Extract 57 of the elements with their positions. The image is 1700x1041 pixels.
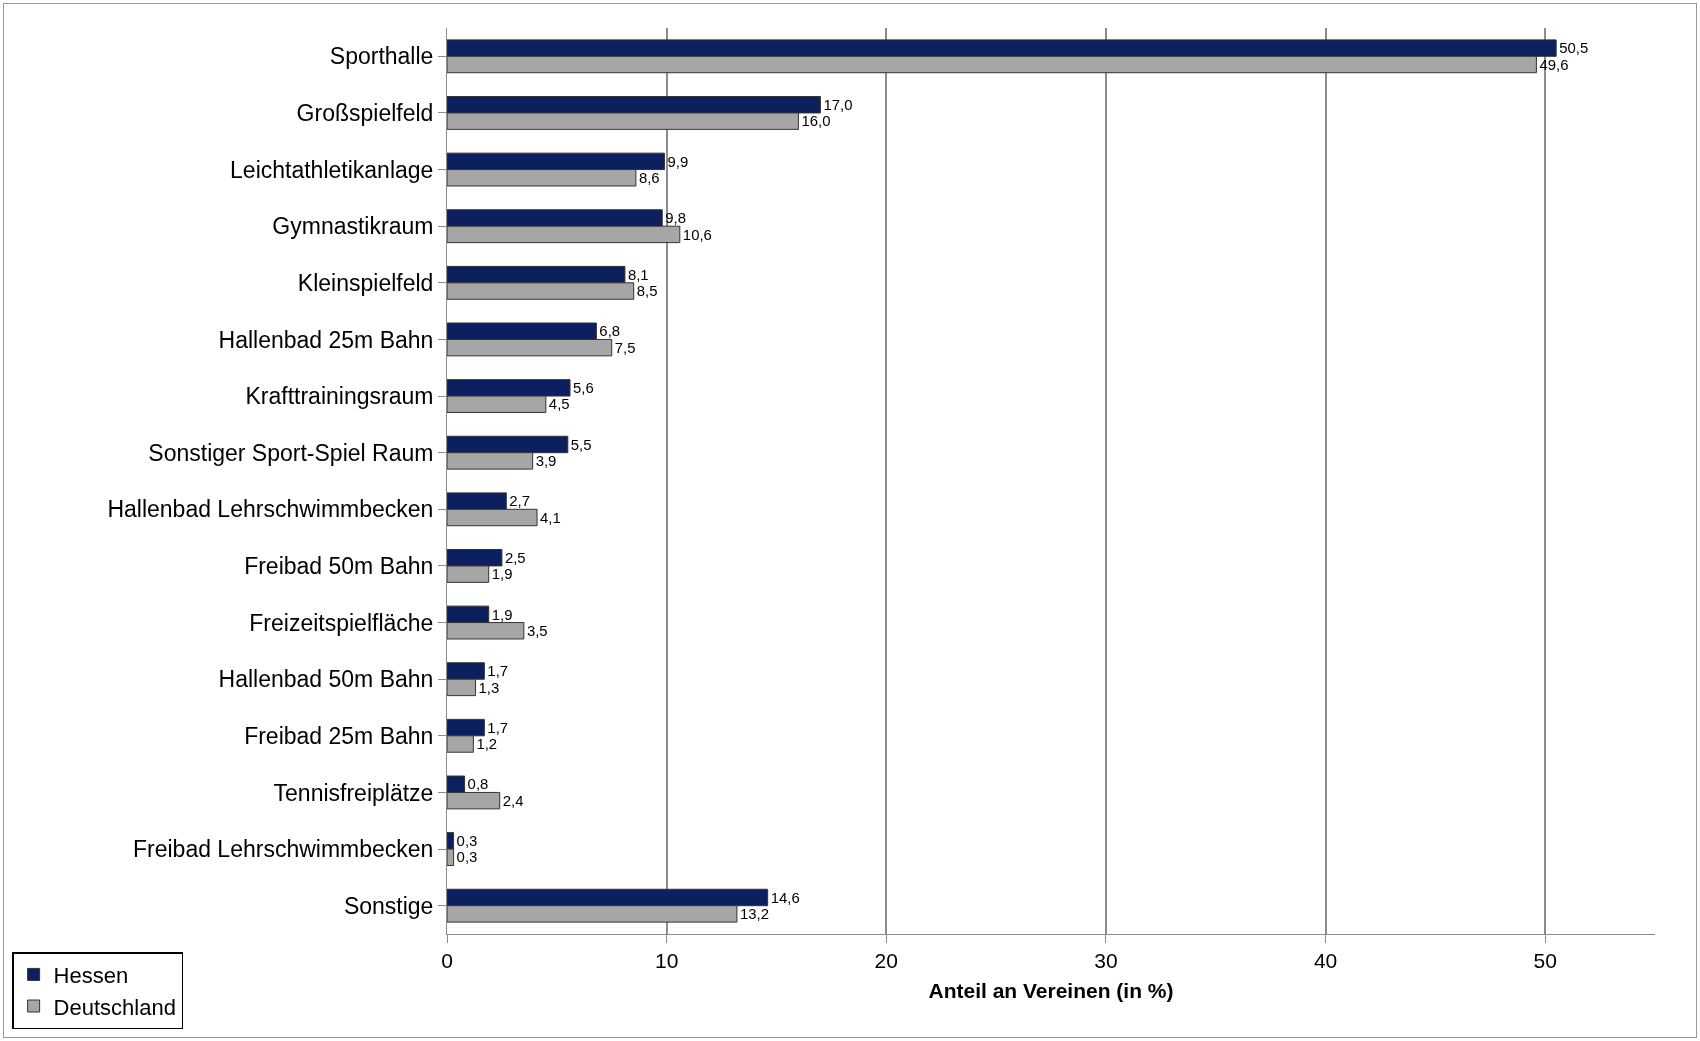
data-label: 1,3 <box>478 678 500 696</box>
data-label: 5,5 <box>570 435 592 453</box>
x-tick-label: 30 <box>1094 949 1118 973</box>
data-label: 9,8 <box>665 209 686 227</box>
y-tick-label: Hallenbad 50m Bahn <box>218 666 434 693</box>
y-tick-label: Freibad 50m Bahn <box>244 552 434 579</box>
y-tick-label: Sonstige <box>343 892 434 919</box>
y-tick-label: Sporthalle <box>329 43 434 70</box>
data-label: 2,5 <box>504 548 526 566</box>
y-tick-label: Sonstiger Sport-Spiel Raum <box>148 439 434 466</box>
data-label: 13,2 <box>739 905 769 923</box>
data-label: 0,8 <box>467 775 489 793</box>
data-label: 49,6 <box>1539 55 1569 73</box>
data-label: 4,1 <box>540 508 561 526</box>
y-tick-label: Freibad Lehrschwimmbecken <box>132 836 434 863</box>
legend-label: Hessen <box>53 963 129 988</box>
data-label: 1,7 <box>487 662 509 680</box>
data-label: 7,5 <box>614 338 636 356</box>
y-tick-label: Hallenbad 25m Bahn <box>218 326 434 353</box>
data-label: 8,6 <box>638 168 660 186</box>
data-label: 1,2 <box>476 735 498 753</box>
data-label: 50,5 <box>1559 39 1589 57</box>
x-tick-label: 10 <box>654 949 679 973</box>
data-label: 6,8 <box>599 322 621 340</box>
y-tick-label: Freizeitspielfläche <box>249 609 434 636</box>
y-tick-label: Leichtathletikanlage <box>230 156 434 183</box>
data-label: 17,0 <box>823 95 853 113</box>
y-tick-label: Freibad 25m Bahn <box>244 722 434 749</box>
y-tick-label: Großspielfeld <box>296 99 434 126</box>
data-label: 10,6 <box>682 225 712 243</box>
x-tick-label: 0 <box>441 949 453 973</box>
y-tick-label: Tennisfreiplätze <box>273 779 434 806</box>
x-tick-label: 20 <box>874 949 898 973</box>
data-label: 0,3 <box>456 832 478 850</box>
data-label: 3,9 <box>535 452 557 470</box>
x-tick-label: 40 <box>1313 949 1338 973</box>
data-label: 4,5 <box>548 395 570 413</box>
data-label: 1,7 <box>487 718 509 736</box>
x-tick-label: 50 <box>1533 949 1557 973</box>
data-label: 8,1 <box>627 265 649 283</box>
data-label: 1,9 <box>491 565 513 583</box>
data-label: 3,5 <box>526 621 548 639</box>
x-axis-title: Anteil an Vereinen (in %) <box>928 979 1174 1003</box>
data-label: 8,5 <box>636 282 658 300</box>
y-tick-label: Hallenbad Lehrschwimmbecken <box>107 496 434 523</box>
y-tick-label: Kleinspielfeld <box>297 269 434 296</box>
data-label: 16,0 <box>801 112 831 130</box>
data-label: 0,3 <box>456 848 478 866</box>
data-label: 5,6 <box>573 379 594 397</box>
legend-label: Deutschland <box>53 994 176 1020</box>
y-tick-label: Krafttrainingsraum <box>245 383 434 410</box>
data-label: 1,9 <box>491 605 513 623</box>
data-label: 14,6 <box>770 888 800 906</box>
data-label: 9,9 <box>667 152 689 170</box>
data-label: 2,4 <box>502 791 524 809</box>
data-label: 2,7 <box>509 492 531 510</box>
y-tick-label: Gymnastikraum <box>272 213 434 240</box>
